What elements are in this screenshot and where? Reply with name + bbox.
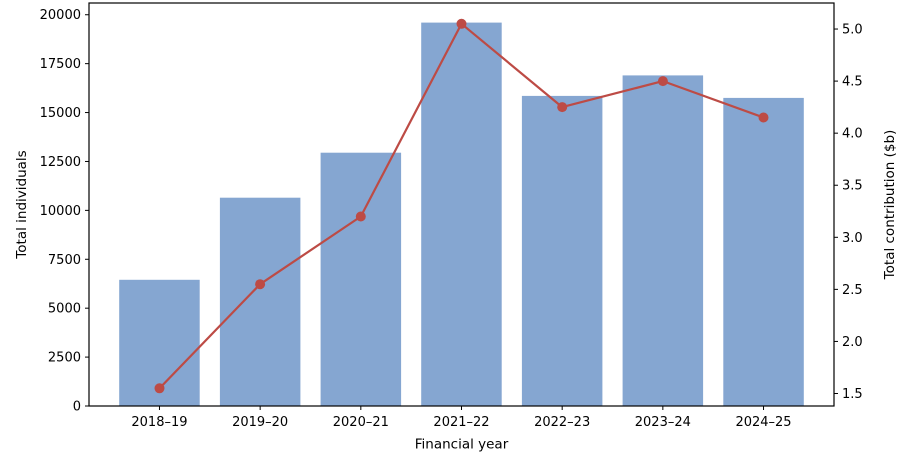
marker-2020–21 <box>355 211 366 222</box>
x-tick-label: 2022–23 <box>534 415 590 430</box>
marker-2024–25 <box>758 112 769 123</box>
y-left-tick-label: 10000 <box>40 204 81 219</box>
x-axis-title: Financial year <box>415 437 509 453</box>
y-left-tick-label: 0 <box>73 400 81 415</box>
marker-2022–23 <box>557 102 568 113</box>
y-right-tick-label: 4.0 <box>842 127 863 142</box>
y-axis-left-title: Total individuals <box>14 150 30 259</box>
y-right-tick-label: 3.0 <box>842 231 863 246</box>
x-tick-label: 2024–25 <box>735 415 791 430</box>
y-left-tick-label: 5000 <box>48 302 81 317</box>
marker-2018–19 <box>154 383 165 394</box>
x-tick-label: 2020–21 <box>333 415 389 430</box>
y-right-tick-label: 4.5 <box>842 75 863 90</box>
bar-2022–23 <box>521 95 603 407</box>
y-right-tick-label: 5.0 <box>842 23 863 38</box>
x-tick-label: 2019–20 <box>232 415 288 430</box>
x-tick-label: 2018–19 <box>131 415 187 430</box>
bar-2023–24 <box>622 75 704 407</box>
y-left-tick-label: 17500 <box>40 57 81 72</box>
x-tick-label: 2021–22 <box>433 415 489 430</box>
y-left-tick-label: 12500 <box>40 155 81 170</box>
y-left-tick-label: 7500 <box>48 253 81 268</box>
marker-2019–20 <box>255 279 266 290</box>
marker-2021–22 <box>456 18 467 29</box>
bar-2024–25 <box>723 97 804 407</box>
y-right-tick-label: 3.5 <box>842 179 863 194</box>
y-left-tick-label: 20000 <box>40 8 81 23</box>
y-left-tick-label: 15000 <box>40 106 81 121</box>
bar-2019–20 <box>219 197 301 406</box>
y-axis-right-title: Total contribution ($b) <box>882 130 898 281</box>
bar-2021–22 <box>421 22 502 406</box>
y-left-tick-label: 2500 <box>48 351 81 366</box>
y-right-tick-label: 2.5 <box>842 283 863 298</box>
marker-2023–24 <box>657 76 668 87</box>
y-right-tick-label: 1.5 <box>842 387 863 402</box>
bar-2020–21 <box>320 152 402 406</box>
y-right-tick-label: 2.0 <box>842 335 863 350</box>
x-tick-label: 2023–24 <box>635 415 691 430</box>
